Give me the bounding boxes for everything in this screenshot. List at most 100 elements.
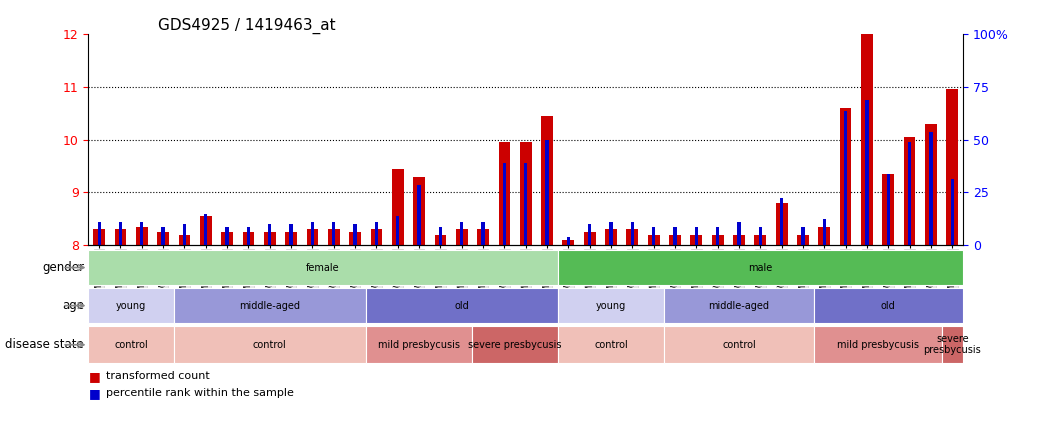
Bar: [776, 203, 787, 245]
Text: percentile rank within the sample: percentile rank within the sample: [106, 388, 294, 398]
Bar: [200, 216, 211, 245]
Bar: [354, 224, 357, 245]
Bar: [396, 216, 400, 245]
Text: disease state: disease state: [5, 338, 84, 351]
Bar: [690, 235, 703, 245]
Text: GDS4925 / 1419463_at: GDS4925 / 1419463_at: [158, 18, 336, 34]
Bar: [289, 224, 293, 245]
Text: age: age: [62, 299, 84, 312]
Bar: [737, 222, 740, 245]
Text: control: control: [253, 340, 286, 350]
Bar: [519, 142, 532, 245]
Bar: [285, 232, 297, 245]
Bar: [481, 222, 485, 245]
Bar: [98, 222, 101, 245]
Bar: [204, 214, 207, 245]
Bar: [88, 288, 174, 323]
Bar: [306, 229, 319, 245]
Bar: [136, 227, 148, 245]
Bar: [174, 288, 365, 323]
Bar: [861, 34, 872, 245]
Bar: [247, 227, 250, 245]
Bar: [802, 227, 805, 245]
Bar: [119, 222, 122, 245]
Bar: [503, 163, 506, 245]
Bar: [609, 222, 613, 245]
Bar: [438, 227, 442, 245]
Bar: [780, 198, 783, 245]
Bar: [588, 224, 591, 245]
Bar: [627, 229, 638, 245]
Bar: [541, 116, 553, 245]
Bar: [524, 163, 528, 245]
Bar: [631, 222, 634, 245]
Bar: [499, 142, 510, 245]
Bar: [311, 222, 314, 245]
Bar: [434, 235, 447, 245]
Bar: [417, 184, 421, 245]
Bar: [558, 250, 963, 285]
Text: old: old: [881, 301, 895, 310]
Text: young: young: [116, 301, 147, 310]
Bar: [243, 232, 254, 245]
Bar: [605, 229, 617, 245]
Text: middle-aged: middle-aged: [709, 301, 769, 310]
Text: severe
presbycusis: severe presbycusis: [923, 334, 981, 355]
Bar: [733, 235, 745, 245]
Bar: [562, 240, 575, 245]
Bar: [141, 222, 144, 245]
Bar: [269, 224, 272, 245]
Bar: [797, 235, 809, 245]
Bar: [887, 174, 890, 245]
Bar: [908, 142, 911, 245]
Text: middle-aged: middle-aged: [239, 301, 300, 310]
Bar: [174, 327, 365, 363]
Bar: [545, 140, 549, 245]
Bar: [566, 237, 570, 245]
Bar: [664, 288, 814, 323]
Bar: [755, 235, 766, 245]
Bar: [179, 235, 191, 245]
Bar: [950, 179, 954, 245]
Bar: [413, 177, 425, 245]
Bar: [822, 219, 826, 245]
Bar: [558, 327, 664, 363]
Bar: [814, 327, 942, 363]
Bar: [652, 227, 656, 245]
Bar: [946, 89, 958, 245]
Bar: [759, 227, 762, 245]
Bar: [818, 227, 830, 245]
Text: mild presbycusis: mild presbycusis: [378, 340, 460, 350]
Bar: [88, 250, 558, 285]
Bar: [365, 288, 558, 323]
Bar: [349, 232, 361, 245]
Text: ■: ■: [88, 370, 100, 383]
Bar: [716, 227, 719, 245]
Bar: [183, 224, 186, 245]
Bar: [584, 232, 595, 245]
Text: ■: ■: [88, 387, 100, 400]
Text: control: control: [594, 340, 628, 350]
Bar: [328, 229, 339, 245]
Bar: [942, 327, 963, 363]
Bar: [375, 222, 378, 245]
Bar: [674, 227, 677, 245]
Bar: [222, 232, 233, 245]
Bar: [473, 327, 558, 363]
Bar: [904, 137, 915, 245]
Bar: [669, 235, 681, 245]
Bar: [930, 132, 933, 245]
Bar: [332, 222, 335, 245]
Bar: [712, 235, 723, 245]
Bar: [844, 110, 847, 245]
Bar: [925, 124, 937, 245]
Text: transformed count: transformed count: [106, 371, 210, 382]
Bar: [226, 227, 229, 245]
Text: control: control: [115, 340, 148, 350]
Bar: [814, 288, 963, 323]
Bar: [365, 327, 473, 363]
Text: severe presbycusis: severe presbycusis: [468, 340, 562, 350]
Bar: [477, 229, 489, 245]
Bar: [694, 227, 697, 245]
Bar: [88, 327, 174, 363]
